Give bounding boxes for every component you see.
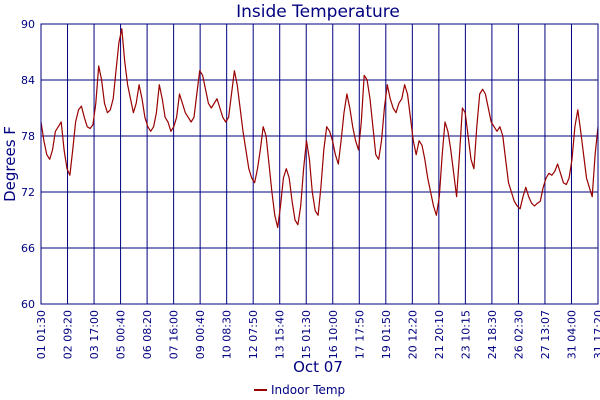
x-tick-label: 10 08:30 (221, 310, 234, 359)
grid (40, 23, 599, 305)
plot-frame (40, 23, 599, 305)
x-tick-label: 15 01:30 (300, 310, 313, 359)
y-tick-label: 66 (21, 242, 35, 255)
x-tick-label: 05 00:40 (115, 310, 128, 359)
chart-title: Inside Temperature (236, 2, 400, 22)
x-tick-label: 16 10:00 (327, 310, 340, 359)
x-tick-label: 31 04:00 (565, 310, 578, 359)
series-line (40, 28, 599, 229)
x-axis-label: Oct 07 (293, 358, 343, 376)
y-tick-label: 60 (21, 298, 35, 311)
x-tick-label: 21 20:10 (433, 310, 446, 359)
y-tick-label: 72 (21, 186, 35, 199)
y-tick-label: 90 (21, 18, 35, 31)
y-tick-label: 84 (21, 74, 35, 87)
x-tick-label: 09 00:40 (194, 310, 207, 359)
legend-label: Indoor Temp (271, 383, 345, 397)
x-axis: 01 01:30 02 09:20 03 17:00 05 00:40 06 08:20… (35, 310, 600, 359)
x-tick-label: 13 15:40 (274, 310, 287, 359)
x-tick-label: 07 16:00 (168, 310, 181, 359)
x-tick-label: 06 08:20 (141, 310, 154, 359)
x-tick-label: 24 18:30 (486, 310, 499, 359)
x-tick-label: 26 02:30 (512, 310, 525, 359)
legend: Indoor Temp (254, 383, 345, 397)
x-tick-label: 20 12:20 (406, 310, 419, 359)
x-tick-label: 12 07:50 (247, 310, 260, 359)
x-tick-label: 03 17:00 (88, 310, 101, 359)
y-axis-label: Degrees F (1, 126, 19, 202)
x-tick-label: 02 09:20 (62, 310, 75, 359)
x-tick-label: 17 17:50 (353, 310, 366, 359)
plot-area (40, 28, 599, 229)
x-tick-label: 27 13:07 (539, 310, 552, 359)
x-tick-label: 23 10:15 (459, 310, 472, 359)
x-tick-label: 31 17:20 (592, 310, 600, 359)
x-tick-label: 01 01:30 (35, 310, 48, 359)
y-axis: 60 66 72 78 84 90 (21, 18, 35, 311)
y-tick-label: 78 (21, 130, 35, 143)
x-tick-label: 19 01:50 (380, 310, 393, 359)
